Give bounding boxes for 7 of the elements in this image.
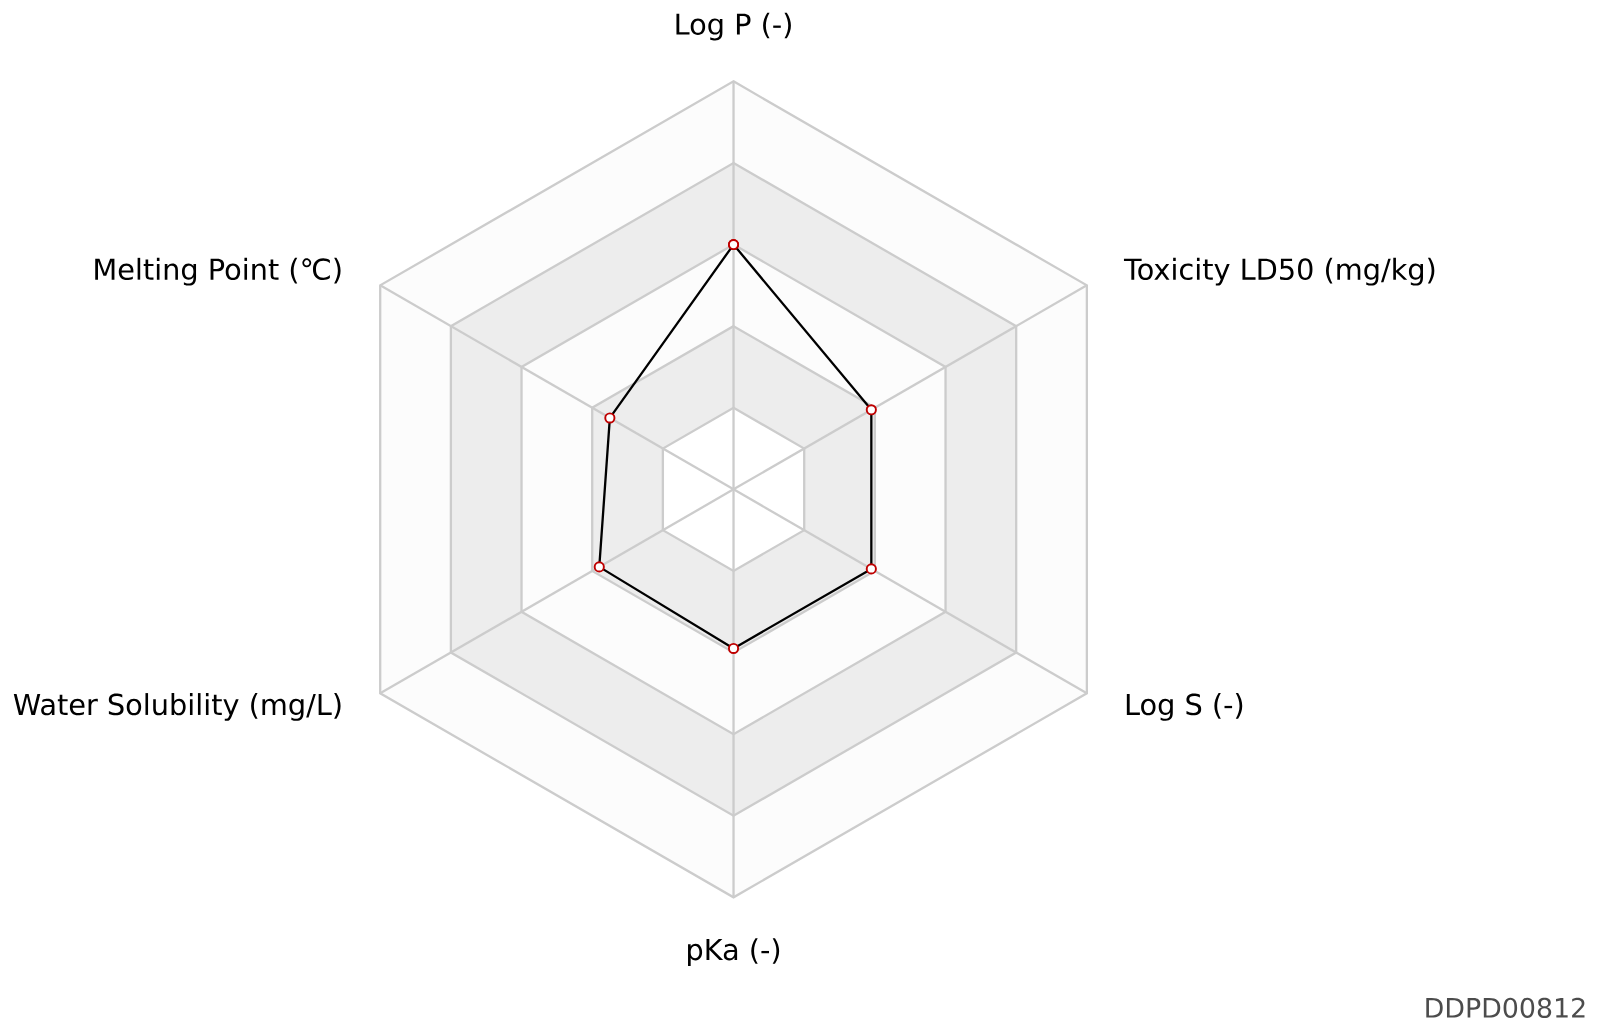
text: DDPD00812: [1426, 997, 1585, 1019]
spoke-label: Melting Point (℃): [95, 257, 341, 286]
spoke-label: pKa (-): [688, 938, 780, 967]
spoke-label: Toxicity LD50 (mg/kg): [1123, 257, 1435, 286]
spoke-label: Water Solubility (mg/L): [13, 693, 341, 721]
spoke-label: Log S (-): [1126, 693, 1243, 721]
spoke-label: Log P (-): [676, 12, 791, 41]
